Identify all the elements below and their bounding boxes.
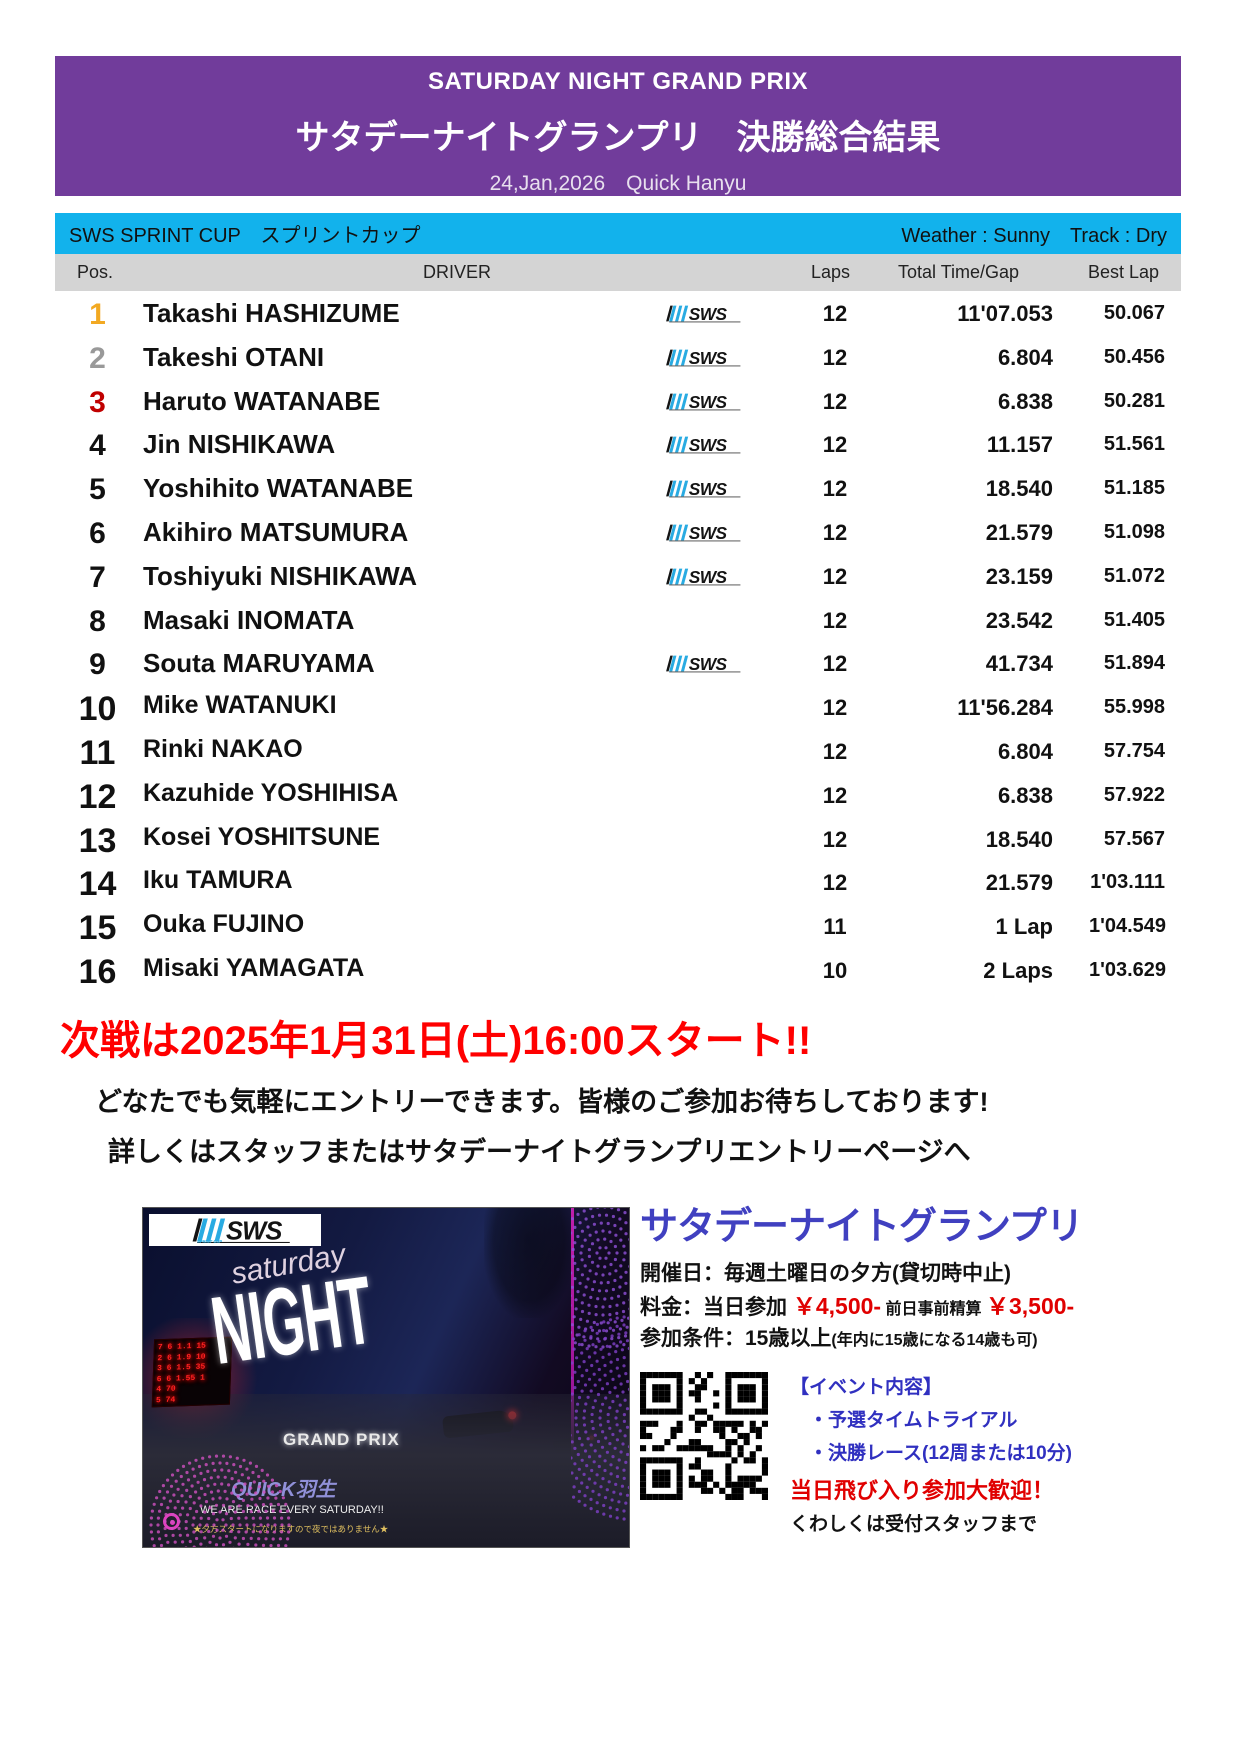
svg-text:SWS: SWS [689, 523, 728, 542]
svg-text:SWS: SWS [689, 567, 728, 586]
svg-text:SWS: SWS [689, 304, 728, 323]
svg-text:SWS: SWS [689, 479, 728, 498]
svg-text:SWS: SWS [689, 392, 728, 411]
svg-text:SWS: SWS [226, 1217, 282, 1245]
svg-text:SPRINT CUP: SPRINT CUP [197, 1239, 222, 1244]
svg-text:SWS: SWS [689, 654, 728, 673]
svg-text:SWS: SWS [689, 348, 728, 367]
svg-text:SWS: SWS [689, 435, 728, 454]
